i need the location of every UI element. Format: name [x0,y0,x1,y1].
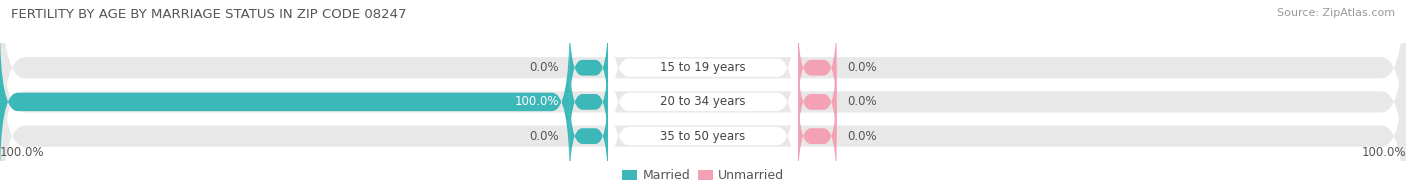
Text: 35 to 50 years: 35 to 50 years [661,130,745,143]
FancyBboxPatch shape [799,48,837,156]
Text: 100.0%: 100.0% [1361,146,1406,159]
FancyBboxPatch shape [0,26,569,178]
Text: 20 to 34 years: 20 to 34 years [661,95,745,108]
FancyBboxPatch shape [569,14,609,121]
Text: Source: ZipAtlas.com: Source: ZipAtlas.com [1277,8,1395,18]
Text: 0.0%: 0.0% [529,61,560,74]
Text: FERTILITY BY AGE BY MARRIAGE STATUS IN ZIP CODE 08247: FERTILITY BY AGE BY MARRIAGE STATUS IN Z… [11,8,406,21]
FancyBboxPatch shape [799,83,837,190]
FancyBboxPatch shape [609,43,799,196]
FancyBboxPatch shape [609,0,799,161]
FancyBboxPatch shape [0,27,1406,196]
FancyBboxPatch shape [799,14,837,121]
Text: 0.0%: 0.0% [846,61,877,74]
FancyBboxPatch shape [569,48,609,156]
Text: 0.0%: 0.0% [846,130,877,143]
Legend: Married, Unmarried: Married, Unmarried [617,164,789,187]
Text: 100.0%: 100.0% [515,95,560,108]
FancyBboxPatch shape [609,9,799,195]
Text: 15 to 19 years: 15 to 19 years [661,61,745,74]
Text: 0.0%: 0.0% [529,130,560,143]
Text: 100.0%: 100.0% [0,146,45,159]
FancyBboxPatch shape [569,83,609,190]
Text: 0.0%: 0.0% [846,95,877,108]
FancyBboxPatch shape [0,0,1406,177]
